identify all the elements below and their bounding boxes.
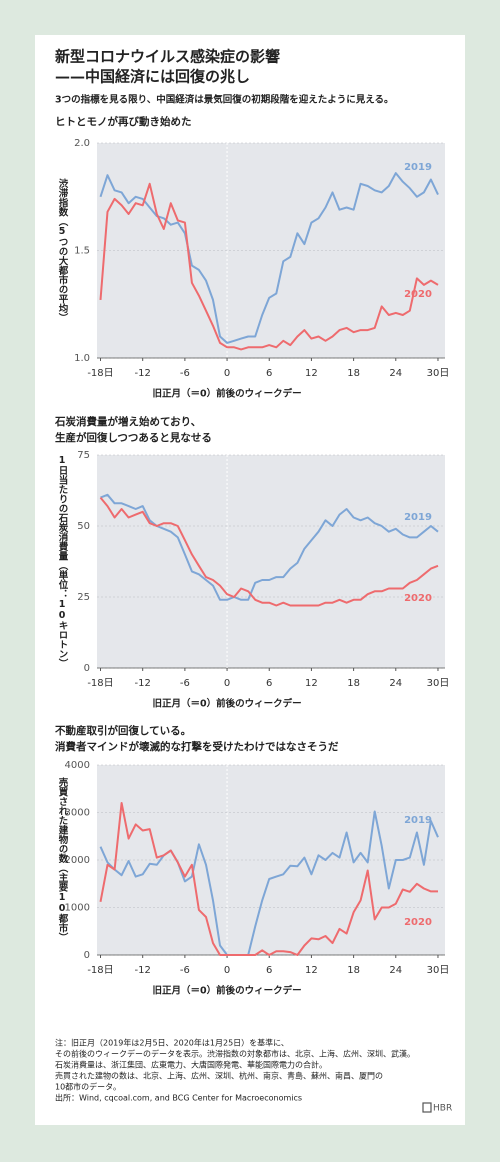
note: 出所：Wind, cqcoal.com, and BCG Center for …	[55, 1093, 302, 1103]
plot-area	[97, 455, 445, 668]
y-tick-label: 1.0	[74, 353, 90, 364]
y-tick-label: 0	[84, 950, 90, 961]
x-tick-label: 24	[389, 678, 402, 689]
x-tick-label: 6	[266, 368, 272, 379]
x-tick-label: 30日	[427, 678, 450, 689]
x-tick-label: -18日	[87, 678, 113, 689]
x-tick-label: -6	[180, 368, 190, 379]
x-tick-label: 0	[224, 678, 230, 689]
x-tick-label: 30日	[427, 965, 450, 976]
y-axis-label: 1日当たりの石炭消費量（単位：10キロトン）	[57, 455, 70, 669]
y-tick-label: 0	[84, 663, 90, 674]
title: ——中国経済には回復の兆し	[55, 68, 250, 86]
hbr-logo: HBR	[422, 1102, 452, 1114]
x-tick-label: 18	[347, 678, 360, 689]
x-tick-label: -6	[180, 965, 190, 976]
x-tick-label: -12	[135, 965, 151, 976]
x-tick-label: 0	[224, 368, 230, 379]
y-tick-label: 1000	[65, 903, 90, 914]
chart-title: 不動産取引が回復している。	[55, 724, 191, 737]
x-tick-label: 12	[305, 965, 318, 976]
chart-title: 消費者マインドが壊滅的な打撃を受けたわけではなさそうだ	[55, 740, 339, 753]
y-tick-label: 2000	[65, 855, 90, 866]
note: 売買された建物の数は、北京、上海、広州、深圳、杭州、南京、青島、蘇州、南昌、厦門…	[55, 1071, 383, 1081]
x-axis-label: 旧正月（＝0）前後のウィークデー	[152, 985, 301, 997]
x-tick-label: 18	[347, 965, 360, 976]
x-tick-label: -18日	[87, 965, 113, 976]
x-tick-label: 24	[389, 965, 402, 976]
y-tick-label: 2.0	[74, 138, 90, 149]
chart-title: 石炭消費量が増え始めており、	[54, 415, 201, 428]
y-tick-label: 75	[77, 450, 90, 461]
chart-title: ヒトとモノが再び動き始めた	[55, 115, 192, 128]
y-tick-label: 3000	[65, 808, 90, 819]
line-series	[99, 182, 439, 351]
note: 注：旧正月（2019年は2月5日、2020年は1月25日）を基準に、	[55, 1038, 289, 1048]
x-tick-label: 12	[305, 368, 318, 379]
series-label: 2020	[404, 593, 432, 604]
series-label: 2019	[404, 162, 432, 173]
series-label: 2020	[404, 289, 432, 300]
brand: HBR	[433, 1104, 452, 1114]
title: 新型コロナウイルス感染症の影響	[55, 48, 280, 66]
x-tick-label: 18	[347, 368, 360, 379]
x-axis-label: 旧正月（＝0）前後のウィークデー	[152, 698, 301, 710]
series-label: 2019	[404, 815, 432, 826]
y-tick-label: 4000	[65, 760, 90, 771]
y-tick-label: 25	[77, 592, 90, 603]
line-series	[99, 496, 439, 607]
subtitle: 3つの指標を見る限り、中国経済は景気回復の初期段階を迎えたように見える。	[55, 94, 393, 106]
x-tick-label: 12	[305, 678, 318, 689]
x-tick-label: -12	[135, 368, 151, 379]
note: 石炭消費量は、浙江集団、広東電力、大唐国際発電、華能国際電力の合計。	[55, 1060, 327, 1070]
series-label: 2020	[404, 917, 432, 928]
y-axis-label: 渋滞指数（5つの大都市の平均）	[57, 178, 70, 323]
x-tick-label: -6	[180, 678, 190, 689]
y-tick-label: 1.5	[74, 246, 90, 257]
x-tick-label: -12	[135, 678, 151, 689]
x-tick-label: 24	[389, 368, 402, 379]
y-tick-label: 50	[77, 521, 90, 532]
series-label: 2019	[404, 512, 432, 523]
x-tick-label: 6	[266, 678, 272, 689]
x-tick-label: 0	[224, 965, 230, 976]
y-axis-label: 売買された建物の数（主要10都市）	[57, 777, 70, 942]
note: 10都市のデータ。	[55, 1082, 121, 1092]
x-tick-label: 6	[266, 965, 272, 976]
line-series	[99, 810, 439, 956]
chart-title: 生産が回復しつつあると見なせる	[55, 431, 212, 444]
logo-icon	[422, 1102, 432, 1113]
note: その前後のウィークデーのデータを表示。渋滞指数の対象都市は、北京、上海、広州、深…	[55, 1049, 415, 1059]
line-series	[99, 802, 438, 956]
x-tick-label: -18日	[87, 368, 113, 379]
x-axis-label: 旧正月（＝0）前後のウィークデー	[152, 388, 301, 400]
x-tick-label: 30日	[427, 368, 450, 379]
